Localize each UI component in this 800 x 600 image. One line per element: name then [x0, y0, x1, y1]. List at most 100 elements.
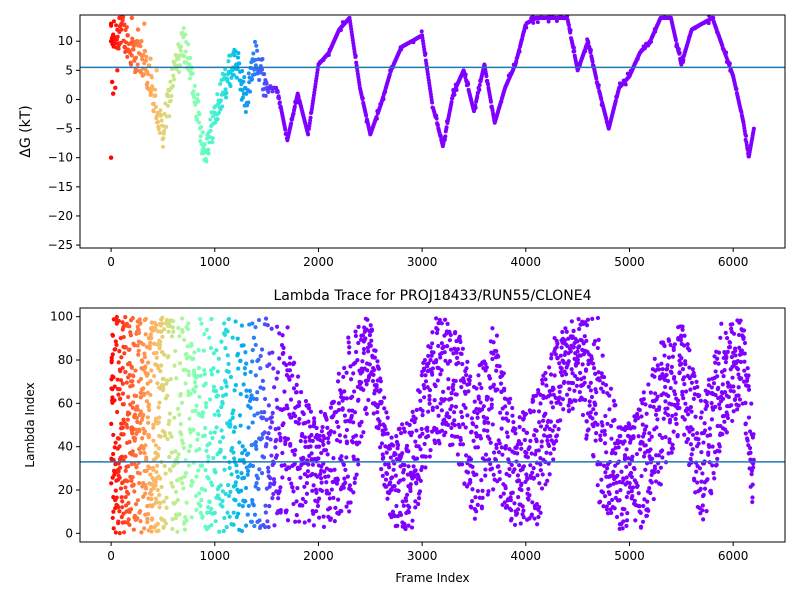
lambda-point: [270, 410, 275, 416]
delta-g-point: [159, 113, 164, 118]
lambda-point: [603, 470, 608, 475]
lambda-point: [353, 333, 358, 339]
lambda-point: [348, 364, 353, 369]
lambda-point: [231, 429, 237, 434]
lambda-point: [514, 511, 520, 516]
y-tick-label: 60: [58, 396, 73, 410]
lambda-point: [406, 464, 411, 469]
lambda-point: [548, 451, 553, 456]
lambda-point: [475, 411, 480, 416]
lambda-point: [478, 436, 483, 441]
lambda-point: [738, 359, 743, 365]
lambda-point: [146, 402, 152, 407]
lambda-point: [642, 427, 648, 432]
lambda-point: [498, 381, 504, 386]
lambda-point: [312, 419, 317, 424]
delta-g-point: [673, 38, 678, 43]
delta-g-point: [677, 50, 682, 55]
lambda-point: [701, 440, 706, 445]
lambda-point: [624, 494, 629, 500]
lambda-point: [109, 355, 114, 360]
lambda-point: [593, 438, 598, 443]
lambda-point: [425, 425, 430, 430]
lambda-point: [422, 441, 427, 447]
lambda-point: [648, 404, 653, 409]
lambda-point: [630, 485, 636, 490]
lambda-point: [220, 435, 226, 440]
lambda-point: [539, 439, 544, 444]
lambda-point: [262, 430, 267, 435]
lambda-point: [236, 366, 241, 371]
lambda-point: [582, 334, 587, 339]
lambda-point: [113, 530, 118, 535]
lambda-point: [145, 511, 151, 517]
lambda-point: [259, 347, 265, 352]
lambda-point: [720, 431, 725, 437]
lambda-point: [308, 444, 313, 449]
lambda-point: [234, 469, 239, 474]
lambda-point: [713, 360, 718, 365]
lambda-point: [543, 370, 548, 376]
delta-g-point: [236, 51, 241, 56]
lambda-point: [136, 330, 142, 335]
lambda-point: [316, 515, 322, 520]
lambda-point: [227, 418, 233, 423]
lambda-point: [515, 473, 521, 478]
lambda-point: [204, 448, 209, 453]
lambda-point: [705, 477, 710, 482]
lambda-point: [598, 461, 603, 467]
delta-g-point: [229, 75, 234, 80]
lambda-point: [169, 481, 174, 486]
lambda-point: [197, 491, 202, 496]
lambda-point: [425, 385, 430, 390]
delta-g-point: [141, 72, 146, 77]
delta-g-point: [138, 44, 143, 49]
lambda-point: [425, 428, 430, 433]
lambda-point: [289, 481, 294, 486]
lambda-point: [636, 434, 641, 439]
lambda-point: [321, 442, 326, 447]
lambda-point: [241, 382, 246, 387]
lambda-point: [735, 407, 740, 412]
lambda-point: [171, 319, 176, 324]
lambda-point: [608, 423, 614, 429]
lambda-point: [501, 491, 506, 496]
lambda-point: [655, 363, 660, 368]
lambda-point: [709, 401, 714, 406]
lambda-point: [577, 344, 582, 349]
lambda-point: [479, 385, 484, 391]
lambda-point: [285, 518, 291, 523]
lambda-point: [685, 437, 691, 442]
lambda-point: [326, 474, 331, 479]
lambda-point: [197, 447, 202, 452]
lambda-point: [570, 371, 575, 376]
delta-g-point: [255, 48, 260, 53]
delta-g-point: [199, 125, 204, 130]
delta-g-point: [374, 116, 379, 121]
lambda-point: [468, 374, 473, 379]
lambda-point: [300, 503, 305, 508]
lambda-point: [572, 373, 578, 379]
lambda-point: [155, 453, 161, 458]
lambda-point: [291, 360, 297, 365]
lambda-point: [621, 477, 626, 482]
lambda-point: [454, 350, 459, 355]
lambda-point: [470, 422, 476, 427]
lambda-point: [237, 502, 242, 507]
lambda-point: [202, 368, 207, 373]
lambda-point: [599, 386, 604, 391]
lambda-point: [713, 392, 718, 398]
lambda-point: [240, 451, 245, 456]
lambda-point: [151, 438, 156, 443]
delta-g-point: [419, 29, 424, 34]
lambda-point: [665, 378, 671, 384]
delta-g-early-point: [151, 108, 156, 114]
lambda-point: [576, 317, 581, 322]
lambda-point: [138, 519, 143, 524]
lambda-point: [163, 521, 169, 526]
delta-g-point: [435, 122, 440, 127]
lambda-point: [198, 503, 203, 509]
delta-g-point: [260, 67, 265, 72]
lambda-point: [343, 480, 348, 486]
